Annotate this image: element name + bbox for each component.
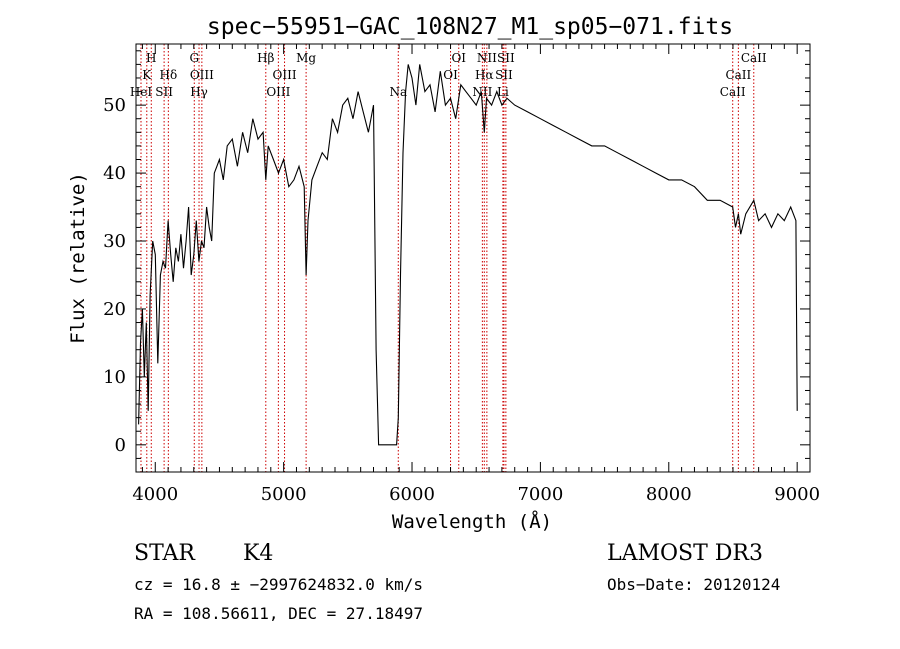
line-label: CaII — [725, 68, 751, 82]
chart-title: spec−55951−GAC_108N27_M1_sp05−071.fits — [207, 14, 733, 40]
y-tick-label: 40 — [103, 163, 126, 184]
line-label: Hδ — [160, 68, 178, 82]
line-label: OIII — [266, 85, 290, 99]
object-class: STAR — [134, 541, 196, 566]
line-label: H — [146, 51, 156, 65]
y-tick-label: 30 — [103, 231, 126, 252]
cz-readout: cz = 16.8 ± −2997624832.0 km/s — [134, 575, 423, 594]
plot-frame — [135, 43, 811, 473]
line-label: HeI — [130, 85, 153, 99]
line-label: Li — [497, 85, 509, 99]
x-axis: 4000 5000 6000 7000 8000 9000 — [132, 44, 820, 505]
y-tick-label: 0 — [115, 435, 126, 456]
line-labels: HeI KH SII Hδ G Hγ OIII Hβ OIII OIII Mg Na OI OI NII Hα… — [130, 51, 767, 99]
line-label: NII — [477, 51, 497, 65]
line-label: Mg — [296, 51, 316, 65]
line-markers — [140, 44, 755, 472]
line-label: OIII — [190, 68, 214, 82]
line-label: SII — [497, 51, 515, 65]
line-label: G — [189, 51, 199, 65]
line-label: SII — [155, 85, 173, 99]
ra-dec-readout: RA = 108.56611, DEC = 27.18497 — [134, 604, 423, 623]
object-subclass: K4 — [243, 541, 273, 566]
y-tick-label: 20 — [103, 299, 126, 320]
line-label: CaII — [720, 85, 746, 99]
x-tick-label: 8000 — [646, 484, 692, 505]
x-tick-label: 5000 — [261, 484, 307, 505]
line-label: SII — [495, 68, 513, 82]
line-label: Hα — [475, 68, 494, 82]
line-label: K — [142, 68, 152, 82]
line-label: OI — [451, 51, 466, 65]
y-axis: 0 10 20 30 40 50 — [103, 50, 810, 459]
x-tick-label: 7000 — [517, 484, 563, 505]
x-tick-label: 6000 — [389, 484, 435, 505]
x-tick-label: 9000 — [774, 484, 820, 505]
spectrum-line — [138, 64, 798, 446]
x-axis-label: Wavelength (Å) — [392, 510, 552, 533]
survey-name: LAMOST DR3 — [607, 541, 763, 566]
line-label: OIII — [273, 68, 297, 82]
line-label: NII — [472, 85, 492, 99]
line-label: OI — [443, 68, 458, 82]
y-axis-label: Flux (relative) — [67, 172, 89, 344]
line-label: Hγ — [190, 85, 208, 99]
y-tick-label: 10 — [103, 367, 126, 388]
y-tick-label: 50 — [103, 95, 126, 116]
x-tick-label: 4000 — [132, 484, 178, 505]
obs-date: Obs−Date: 20120124 — [607, 575, 780, 594]
line-label: Na — [389, 85, 407, 99]
line-label: Hβ — [257, 51, 274, 65]
line-label: CaII — [741, 51, 767, 65]
